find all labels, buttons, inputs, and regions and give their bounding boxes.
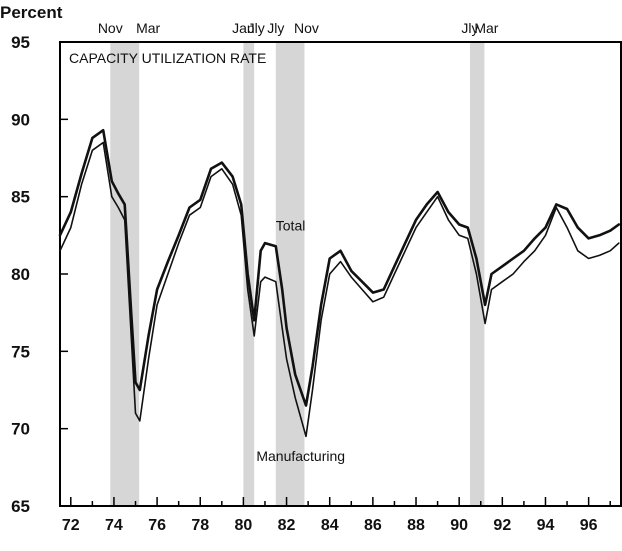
x-tick-label: 90 — [450, 517, 468, 534]
x-tick-label: 74 — [105, 517, 123, 534]
recession-shading — [110, 42, 485, 506]
series-lines — [58, 128, 621, 438]
series-line-manufacturing — [59, 141, 620, 438]
axis-ticks — [60, 41, 611, 507]
series-label-manufacturing: Manufacturing — [256, 448, 345, 464]
x-tick-label: 78 — [191, 517, 209, 534]
x-tick-label: 94 — [537, 517, 555, 534]
y-tick-label: 65 — [11, 497, 30, 516]
x-tick-label: 82 — [278, 517, 296, 534]
x-tick-label: 96 — [580, 517, 598, 534]
recession-start-label: Jly — [267, 20, 284, 36]
recession-end-label: Mar — [474, 20, 498, 36]
y-axis-label: Percent — [0, 3, 63, 22]
x-tick-label: 86 — [364, 517, 382, 534]
series-label-total: Total — [276, 218, 306, 234]
x-tick-label: 84 — [321, 517, 339, 534]
plot-frame — [59, 41, 622, 507]
x-tick-label: 72 — [62, 517, 80, 534]
y-tick-label: 80 — [11, 265, 30, 284]
y-tick-label: 95 — [11, 33, 30, 52]
x-tick-label: 92 — [493, 517, 511, 534]
y-tick-label: 85 — [11, 188, 30, 207]
recession-end-label: Jly — [248, 20, 265, 36]
y-tick-label: 70 — [11, 420, 30, 439]
chart-title: CAPACITY UTILIZATION RATE — [69, 50, 266, 66]
recession-end-label: Mar — [136, 20, 160, 36]
x-tick-label: 80 — [235, 517, 253, 534]
recession-start-label: Nov — [98, 20, 123, 36]
x-tick-label: 88 — [407, 517, 425, 534]
y-tick-label: 75 — [11, 342, 30, 361]
recession-start-label: Jly — [461, 20, 478, 36]
recession-end-label: Nov — [294, 20, 319, 36]
recession-start-label: Jan — [232, 20, 255, 36]
y-tick-label: 90 — [11, 110, 30, 129]
x-tick-label: 76 — [148, 517, 166, 534]
series-line-total — [58, 128, 621, 407]
recession-band — [110, 42, 140, 506]
